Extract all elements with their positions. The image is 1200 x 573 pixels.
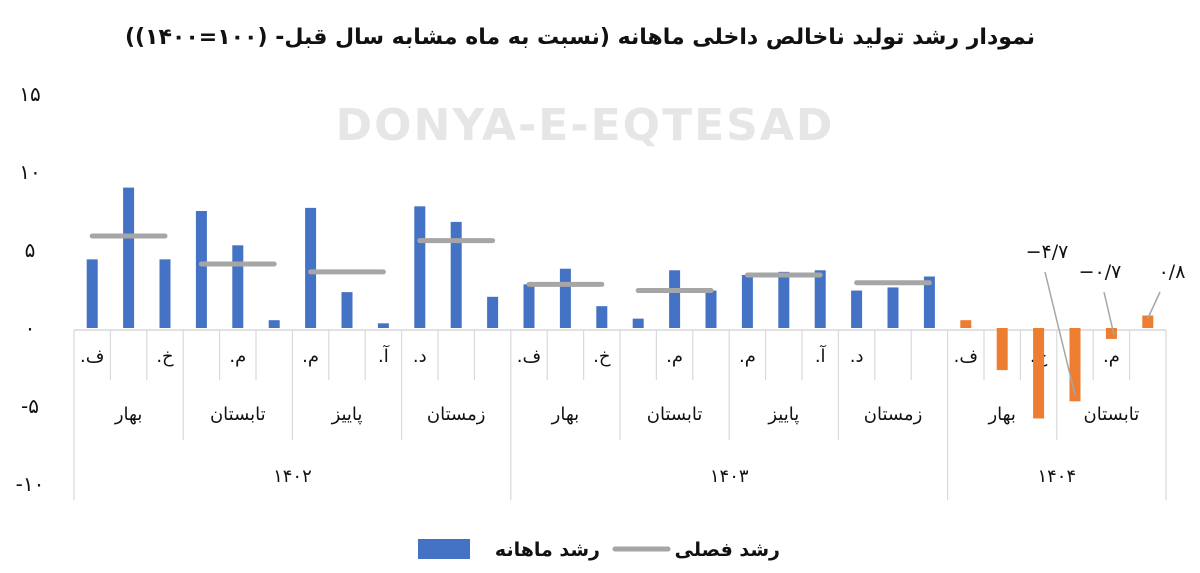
bar-monthly-growth	[1142, 315, 1154, 328]
y-tick-label: ۱۵	[19, 82, 40, 106]
year-label: ۱۴۰۳	[710, 466, 749, 487]
month-label: .ف	[80, 346, 104, 367]
season-lines	[89, 233, 932, 294]
bar-monthly-growth	[669, 270, 681, 328]
bar-monthly-growth	[1069, 328, 1081, 402]
bar-monthly-growth	[887, 287, 899, 328]
bars	[86, 187, 1154, 419]
month-label: .م	[229, 346, 246, 367]
bar-monthly-growth	[86, 259, 98, 328]
year-label: ۱۴۰۴	[1037, 466, 1076, 487]
data-label: ۰/۸	[1159, 261, 1186, 283]
month-label: .ف	[517, 346, 541, 367]
season-label: بهار	[987, 404, 1015, 425]
season-label: تابستان	[1084, 404, 1140, 425]
annotations: −۴/۷ −۰/۷ ۰/۸	[1026, 241, 1186, 396]
year-label: ۱۴۰۲	[273, 466, 312, 487]
bar-monthly-growth	[960, 320, 972, 328]
month-label: .آ	[378, 344, 390, 367]
y-tick-label: ۰	[25, 316, 36, 340]
data-label-leader	[1147, 291, 1161, 319]
bar-monthly-growth	[377, 323, 389, 328]
y-tick-label: ۵	[25, 238, 36, 262]
bar-monthly-growth	[450, 221, 462, 328]
bar-monthly-growth	[341, 292, 353, 328]
season-label: تابستان	[647, 404, 703, 425]
bar-monthly-growth	[851, 290, 863, 328]
season-label: پاییز	[331, 404, 363, 425]
y-tick-label: ۱۰	[19, 160, 40, 184]
bar-monthly-growth	[268, 320, 280, 328]
bar-monthly-growth	[123, 187, 135, 328]
season-label: زمستان	[864, 404, 923, 425]
watermark: DONYA-E-EQTESAD	[336, 100, 835, 151]
bar-monthly-growth	[778, 271, 790, 328]
month-label: .د	[413, 346, 427, 367]
data-label: −۴/۷	[1026, 241, 1069, 263]
legend-swatch-monthly	[418, 539, 470, 559]
season-label: تابستان	[210, 404, 266, 425]
month-label: .آ	[815, 344, 827, 367]
month-label: .خ	[156, 346, 174, 367]
bar-monthly-growth	[523, 284, 535, 328]
bar-monthly-growth	[487, 296, 499, 328]
season-label: پاییز	[767, 404, 799, 425]
legend: رشد ماهانه رشد فصلی	[418, 539, 780, 561]
data-label-leader	[1103, 291, 1115, 336]
month-label: .م	[302, 346, 319, 367]
legend-label-seasonal: رشد فصلی	[675, 539, 780, 561]
chart-title: نمودار رشد تولید ناخالص داخلی ماهانه (نس…	[125, 25, 1035, 50]
bar-monthly-growth	[159, 259, 171, 328]
y-tick-label: -۱۰	[16, 472, 45, 496]
bar-monthly-growth	[596, 306, 608, 328]
bar-monthly-growth	[814, 270, 826, 328]
month-label: .ف	[954, 346, 978, 367]
season-label: زمستان	[427, 404, 486, 425]
bar-monthly-growth	[305, 207, 317, 328]
bar-monthly-growth	[632, 318, 644, 328]
season-label: بهار	[114, 404, 142, 425]
bar-monthly-growth	[1105, 328, 1117, 339]
month-label: .م	[666, 346, 683, 367]
season-label: بهار	[551, 404, 579, 425]
data-label: −۰/۷	[1079, 261, 1122, 283]
bar-monthly-growth	[232, 245, 244, 328]
month-label: .د	[850, 346, 864, 367]
legend-label-monthly: رشد ماهانه	[495, 539, 600, 561]
month-label: .خ	[593, 346, 611, 367]
bar-monthly-growth	[414, 206, 426, 328]
month-label: .م	[1103, 346, 1120, 367]
bar-monthly-growth	[923, 276, 935, 328]
x-axis: .ف.خ.م.م.آ.د.ف.خ.م.م.آ.د.ف.خ.مبهارتابستا…	[73, 329, 1167, 500]
y-tick-label: -۵	[21, 394, 39, 418]
bar-monthly-growth	[559, 268, 571, 328]
data-label-leader	[1044, 271, 1076, 396]
bar-monthly-growth	[996, 328, 1008, 371]
bar-monthly-growth	[705, 290, 717, 328]
month-label: .م	[739, 346, 756, 367]
bar-monthly-growth	[741, 274, 753, 328]
y-axis: ۱۵ ۱۰ ۵ ۰ -۵ -۱۰	[16, 82, 45, 496]
bar-monthly-growth	[195, 211, 207, 328]
bar-monthly-growth	[1033, 328, 1045, 419]
